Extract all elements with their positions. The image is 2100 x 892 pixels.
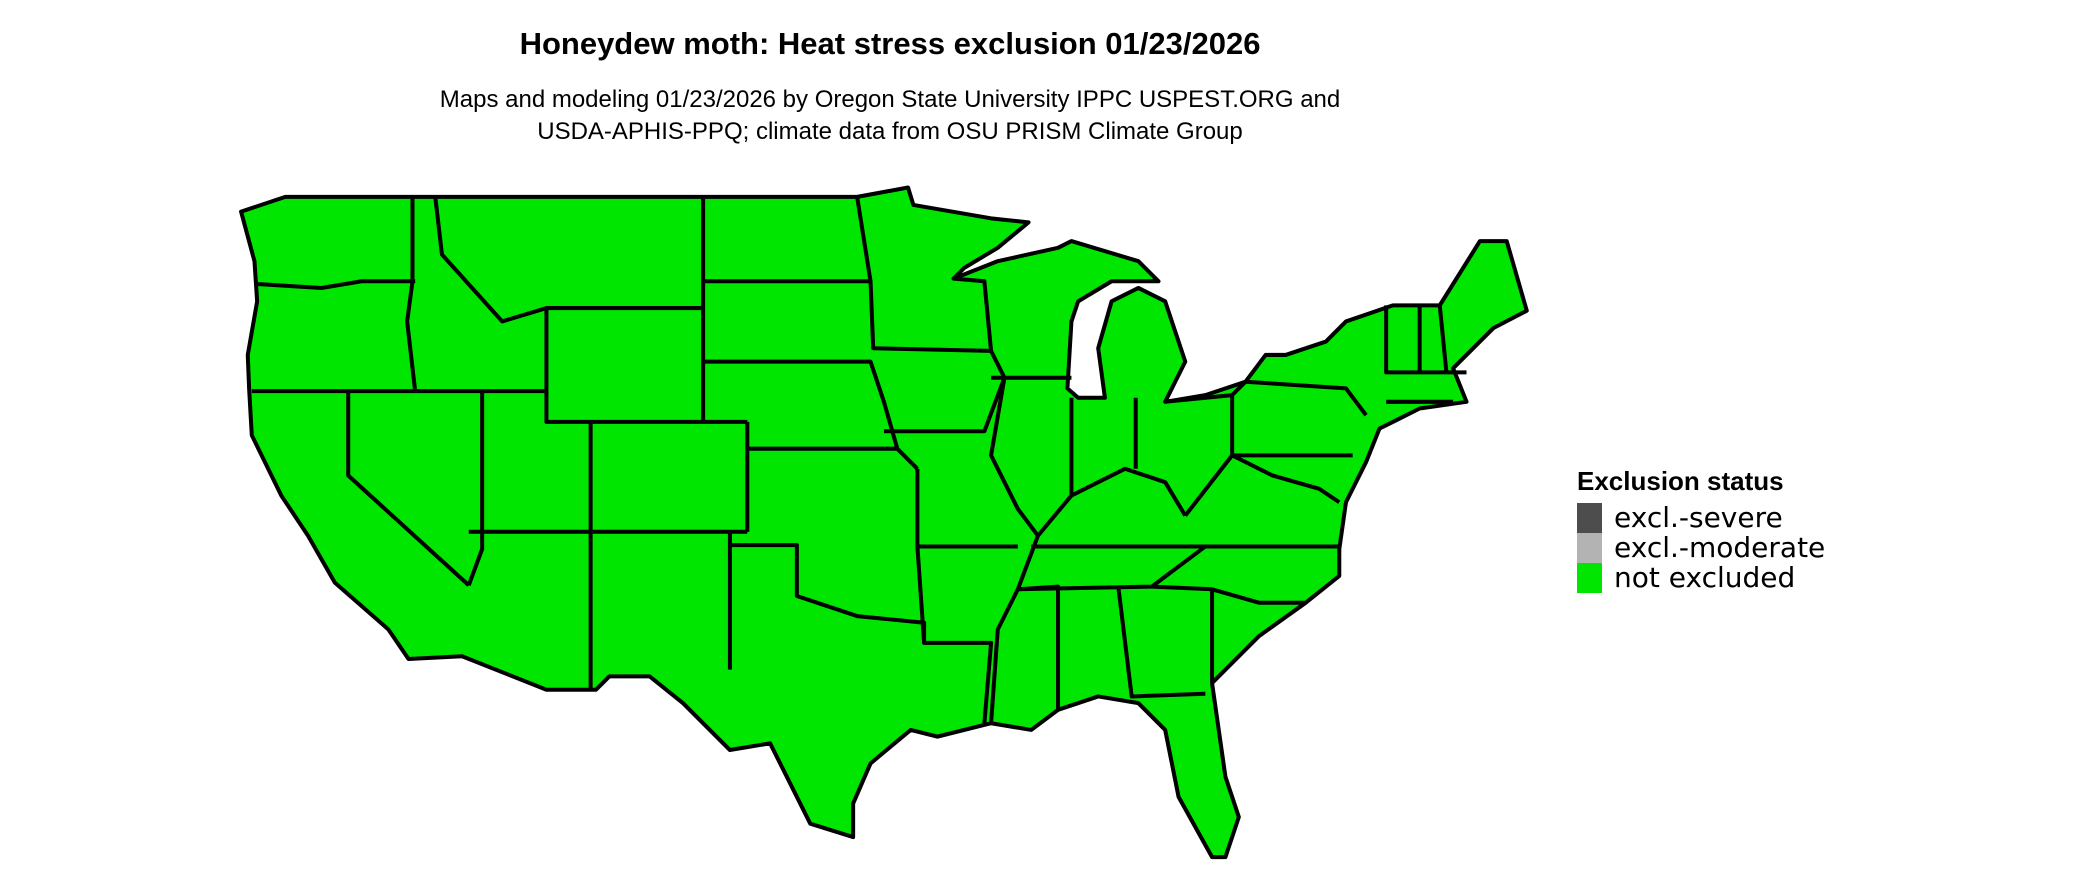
legend-label: excl.-severe (1614, 501, 1783, 534)
state-border (466, 391, 485, 586)
state-border (1070, 466, 1187, 517)
state-border (1164, 393, 1353, 458)
subtitle-line-1: Maps and modeling 01/23/2026 by Oregon S… (439, 86, 1341, 113)
subtitle-line-2: USDA-APHIS-PPQ; climate data from OSU PR… (537, 118, 1243, 145)
legend-label: excl.-moderate (1614, 531, 1826, 564)
legend-swatch (1577, 503, 1602, 533)
conus-outline (239, 185, 1529, 860)
state-border (1384, 305, 1467, 375)
state-borders (251, 196, 1467, 724)
state-border (346, 391, 471, 587)
state-border (1230, 379, 1368, 417)
state-border (257, 279, 416, 290)
state-border (433, 196, 704, 324)
legend-label: not excluded (1614, 561, 1796, 594)
state-border (1116, 586, 1206, 699)
legend-item-not-excluded: not excluded (1577, 563, 1825, 593)
legend-title: Exclusion status (1577, 466, 1784, 496)
state-border (1183, 453, 1341, 517)
legend: Exclusion status excl.-severe excl.-mode… (1577, 466, 1825, 593)
legend-item-excl-severe: excl.-severe (1577, 503, 1825, 533)
state-border (915, 546, 994, 724)
state-border (703, 359, 919, 471)
state-border (883, 276, 1007, 434)
state-border (1151, 584, 1306, 605)
legend-swatch (1577, 563, 1602, 593)
legend-item-excl-moderate: excl.-moderate (1577, 533, 1825, 563)
map-title: Honeydew moth: Heat stress exclusion 01/… (519, 26, 1261, 61)
state-border (1437, 305, 1449, 373)
state-border (855, 196, 992, 353)
state-border (544, 308, 748, 424)
map-subtitle: Maps and modeling 01/23/2026 by Oregon S… (0, 84, 1780, 148)
state-border (405, 196, 418, 392)
legend-swatch (1577, 533, 1602, 563)
